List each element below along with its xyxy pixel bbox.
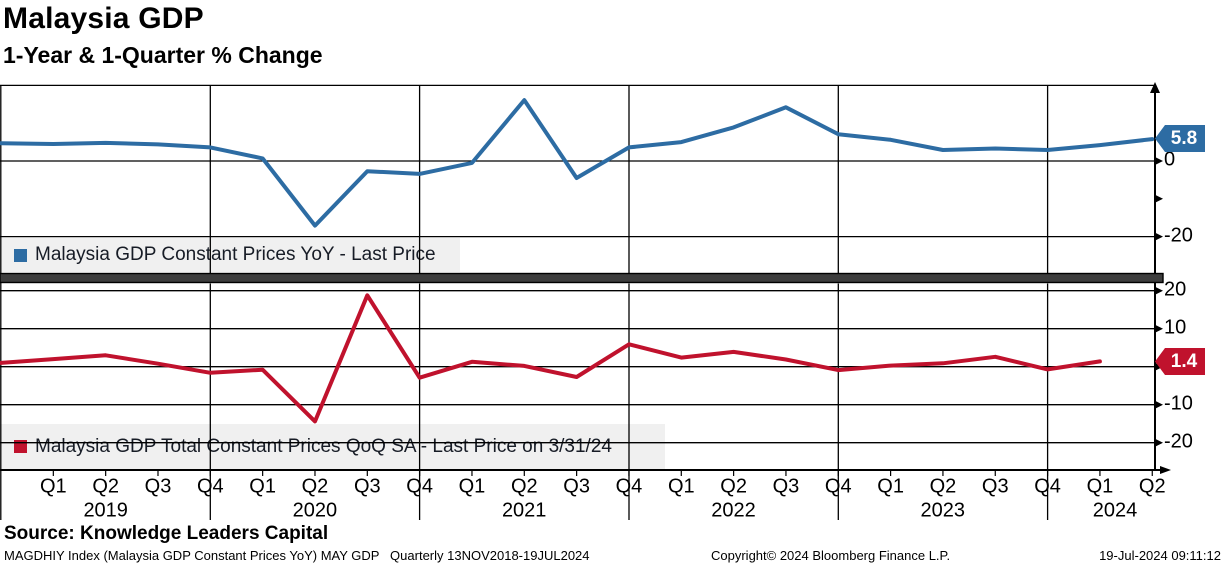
- x-axis-quarter-label: Q1: [249, 475, 276, 498]
- x-axis-quarter-label: Q1: [1086, 475, 1114, 498]
- yoy-legend-marker-icon: [14, 248, 27, 262]
- x-axis-quarter-label: Q3: [563, 475, 590, 498]
- y-axis-tick-label: 0: [1164, 148, 1176, 171]
- x-axis-year-label: 2022: [711, 499, 756, 522]
- y-axis-tick-label: 10: [1164, 316, 1187, 339]
- x-axis-quarter-label: Q3: [353, 475, 381, 498]
- x-axis-quarter-label: Q2: [720, 475, 747, 498]
- source-credit: Source: Knowledge Leaders Capital: [4, 523, 329, 544]
- x-axis-quarter-label: Q4: [406, 475, 433, 498]
- y-axis-tick-label: 20: [1164, 278, 1187, 301]
- copyright-notice: Copyright© 2024 Bloomberg Finance L.P.: [711, 548, 951, 563]
- x-axis-year-label: 2020: [292, 499, 338, 522]
- panel-separator: [0, 272, 1164, 284]
- legend-yoy: Malaysia GDP Constant Prices YoY - Last …: [0, 238, 460, 272]
- y-axis-tick-label: -20: [1164, 224, 1193, 247]
- page-title: Malaysia GDP: [3, 2, 204, 35]
- x-axis-quarter-label: Q2: [929, 475, 957, 498]
- yoy-last-price-badge: 5.8: [1155, 125, 1205, 152]
- x-axis-year-label: 2024: [1092, 499, 1138, 522]
- x-axis-year-label: 2023: [920, 499, 966, 522]
- x-axis-quarter-label: Q4: [1034, 475, 1061, 498]
- y-axis-tick-label: -10: [1164, 392, 1193, 415]
- x-axis-quarter-label: Q3: [772, 475, 800, 498]
- qoq-line: [0, 293, 1102, 424]
- x-axis-quarter-label: Q3: [981, 475, 1009, 498]
- y-axis-tick-label: -20: [1164, 430, 1193, 453]
- yoy-line: [0, 98, 1155, 228]
- x-axis-quarter-label: Q2: [301, 475, 329, 498]
- qoq-legend-label: Malaysia GDP Total Constant Prices QoQ S…: [35, 435, 612, 457]
- x-axis-quarter-label: Q1: [877, 475, 904, 498]
- x-axis-quarter-label: Q2: [92, 475, 119, 498]
- x-axis-quarter-label: Q4: [196, 475, 224, 498]
- yoy-legend-label: Malaysia GDP Constant Prices YoY - Last …: [35, 244, 436, 265]
- ticker-meta: MAGDHIY Index (Malaysia GDP Constant Pri…: [4, 548, 590, 563]
- x-axis-quarter-label: Q4: [615, 475, 643, 498]
- x-axis-year-label: 2019: [83, 499, 128, 522]
- qoq-last-price-badge: 1.4: [1155, 348, 1205, 375]
- x-axis-quarter-label: Q4: [824, 475, 852, 498]
- legend-qoq: Malaysia GDP Total Constant Prices QoQ S…: [0, 424, 665, 469]
- page-subtitle: 1-Year & 1-Quarter % Change: [3, 42, 323, 68]
- x-axis-quarter-label: Q2: [510, 475, 538, 498]
- x-axis-quarter-label: Q1: [667, 475, 695, 498]
- x-axis-quarter-label: Q1: [39, 475, 67, 498]
- print-timestamp: 19-Jul-2024 09:11:12: [1099, 548, 1221, 563]
- x-axis-quarter-label: Q2: [1138, 475, 1166, 498]
- qoq-legend-marker-icon: [14, 440, 27, 453]
- x-axis-quarter-label: Q1: [458, 475, 486, 498]
- x-axis-year-label: 2021: [501, 499, 547, 522]
- x-axis-quarter-label: Q3: [144, 475, 172, 498]
